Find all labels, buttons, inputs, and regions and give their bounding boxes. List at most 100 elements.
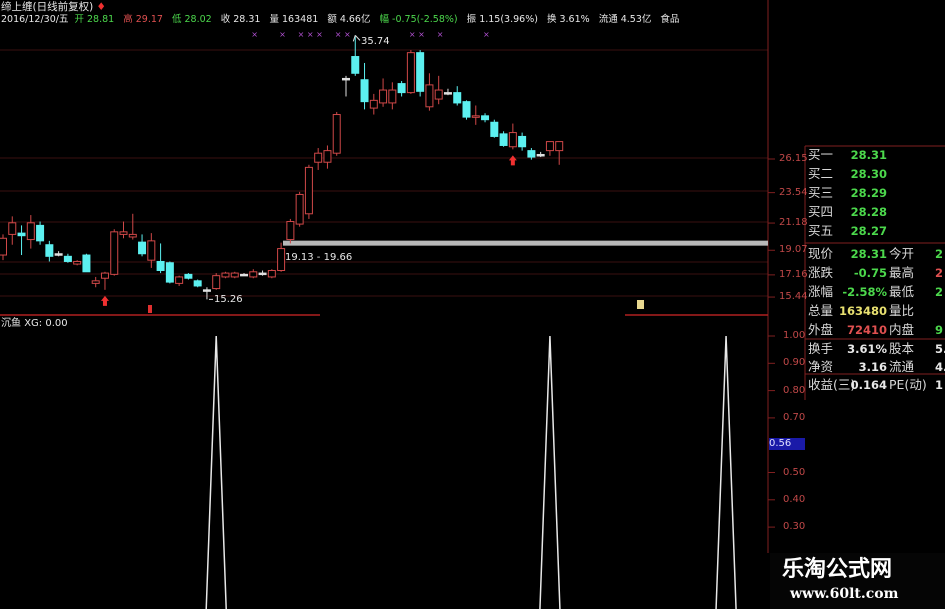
candle-body <box>508 132 517 148</box>
stat-value: -2.58% <box>842 285 887 299</box>
price-axis-tick: 21.18 <box>779 217 808 229</box>
candle-body <box>54 253 63 256</box>
fundamental-value: 5. <box>935 342 945 356</box>
bid-label: 买三 <box>808 185 834 200</box>
candle-body <box>314 152 323 163</box>
fundamental-label: 收益(三) <box>808 377 856 392</box>
stat-value: 163480 <box>838 304 887 318</box>
candle-body <box>0 237 7 256</box>
bid-price: 28.31 <box>850 148 887 162</box>
price-axis-tick: 23.54 <box>779 186 808 198</box>
candle-body <box>73 260 82 265</box>
bid-price: 28.28 <box>850 205 887 219</box>
candle-body <box>341 77 350 81</box>
candle-body <box>175 276 184 284</box>
stat-label: 最高 <box>889 265 915 280</box>
bid-label: 买五 <box>808 223 834 238</box>
candle-body <box>221 272 230 278</box>
candle-body <box>249 271 258 278</box>
candle-body <box>184 273 193 279</box>
xg-signal-spike <box>539 335 561 609</box>
candle-body <box>45 244 54 257</box>
high-marker-line <box>354 35 361 41</box>
stat-label: 最低 <box>889 284 915 299</box>
candle-body <box>286 221 295 241</box>
candle-body <box>17 232 26 237</box>
indicator-axis-tick: 0.50 <box>783 466 806 478</box>
quote-header: 2016/12/30/五 开 28.81 高 29.17 低 28.02 收 28.31… <box>1 14 680 25</box>
fundamental-label: 股本 <box>889 341 915 356</box>
signal-x-marker: × <box>437 30 444 39</box>
xg-signal-spike <box>715 335 737 609</box>
watermark-url: www.60lt.com <box>790 586 899 602</box>
signal-x-marker: × <box>483 30 490 39</box>
watermark: 乐淘公式网 www.60lt.com <box>770 553 945 609</box>
candle-body <box>156 260 165 271</box>
candle-body <box>443 92 452 95</box>
price-axis-tick: 17.16 <box>779 268 808 280</box>
candle-body <box>267 269 276 278</box>
fundamental-label: 流通 <box>889 359 915 374</box>
buy-arrow-icon <box>100 295 109 306</box>
candle-body <box>434 89 443 100</box>
signal-x-marker: × <box>418 30 425 39</box>
candle-body <box>555 141 564 152</box>
candle-body <box>425 84 434 108</box>
stat-label: 总量 <box>808 303 834 318</box>
candle-body <box>295 193 304 225</box>
stat-label: 涨跌 <box>808 265 834 280</box>
fundamental-value: 4. <box>935 360 945 374</box>
stat-value: -0.75 <box>853 266 887 280</box>
stat-value: 9 <box>935 323 944 337</box>
candle-body <box>462 101 471 118</box>
indicator-header: 沉鱼 XG: 0.00 <box>1 318 68 329</box>
candle-body <box>138 241 147 255</box>
candle-body <box>165 262 174 283</box>
candle-body <box>119 231 128 235</box>
fundamental-label: PE(动) <box>889 377 927 392</box>
indicator-axis-tick: 0.70 <box>783 411 806 423</box>
stat-label: 现价 <box>808 246 834 261</box>
candle-body <box>258 272 267 276</box>
high-marker-label: 35.74 <box>361 36 390 47</box>
candle-body <box>481 115 490 121</box>
fundamental-value: 1 <box>935 378 944 392</box>
price-axis-tick: 19.07 <box>779 244 808 256</box>
candle-body <box>527 150 536 158</box>
stat-label: 涨幅 <box>808 284 834 299</box>
bid-price: 28.30 <box>850 167 887 181</box>
signal-x-marker: × <box>344 30 351 39</box>
range-label: 19.13 - 19.66 <box>285 252 353 263</box>
signal-x-marker: × <box>409 30 416 39</box>
indicator-axis-tick: 0.40 <box>783 493 806 505</box>
candle-body <box>536 153 545 157</box>
candle-body <box>406 52 415 94</box>
candle-body <box>453 92 462 104</box>
signal-x-marker: × <box>335 30 342 39</box>
bid-label: 买二 <box>808 166 834 181</box>
price-axis-tick: 26.15 <box>779 153 808 164</box>
high-marker-line <box>352 35 356 42</box>
bid-label: 买一 <box>808 147 834 162</box>
price-axis-tick: 15.44 <box>779 291 808 303</box>
candle-body <box>212 275 221 290</box>
signal-x-marker: × <box>316 30 323 39</box>
indicator-axis-tick: 0.80 <box>783 384 806 396</box>
candle-body <box>369 99 378 109</box>
fundamental-value: 3.61% <box>847 342 887 356</box>
candle-body <box>277 248 286 271</box>
candle-body <box>416 52 425 92</box>
candle-body <box>82 254 91 273</box>
candle-body <box>100 272 109 279</box>
signal-x-marker: × <box>298 30 305 39</box>
bid-price: 28.27 <box>850 224 887 238</box>
stat-label: 量比 <box>889 303 915 318</box>
candle-body <box>63 255 72 262</box>
range-band <box>283 240 768 246</box>
candle-body <box>230 272 239 278</box>
candle-body <box>379 89 388 104</box>
b-marker-icon <box>637 300 644 309</box>
stat-label: 内盘 <box>889 322 915 337</box>
candle-body <box>545 141 554 152</box>
candle-body <box>110 231 119 275</box>
